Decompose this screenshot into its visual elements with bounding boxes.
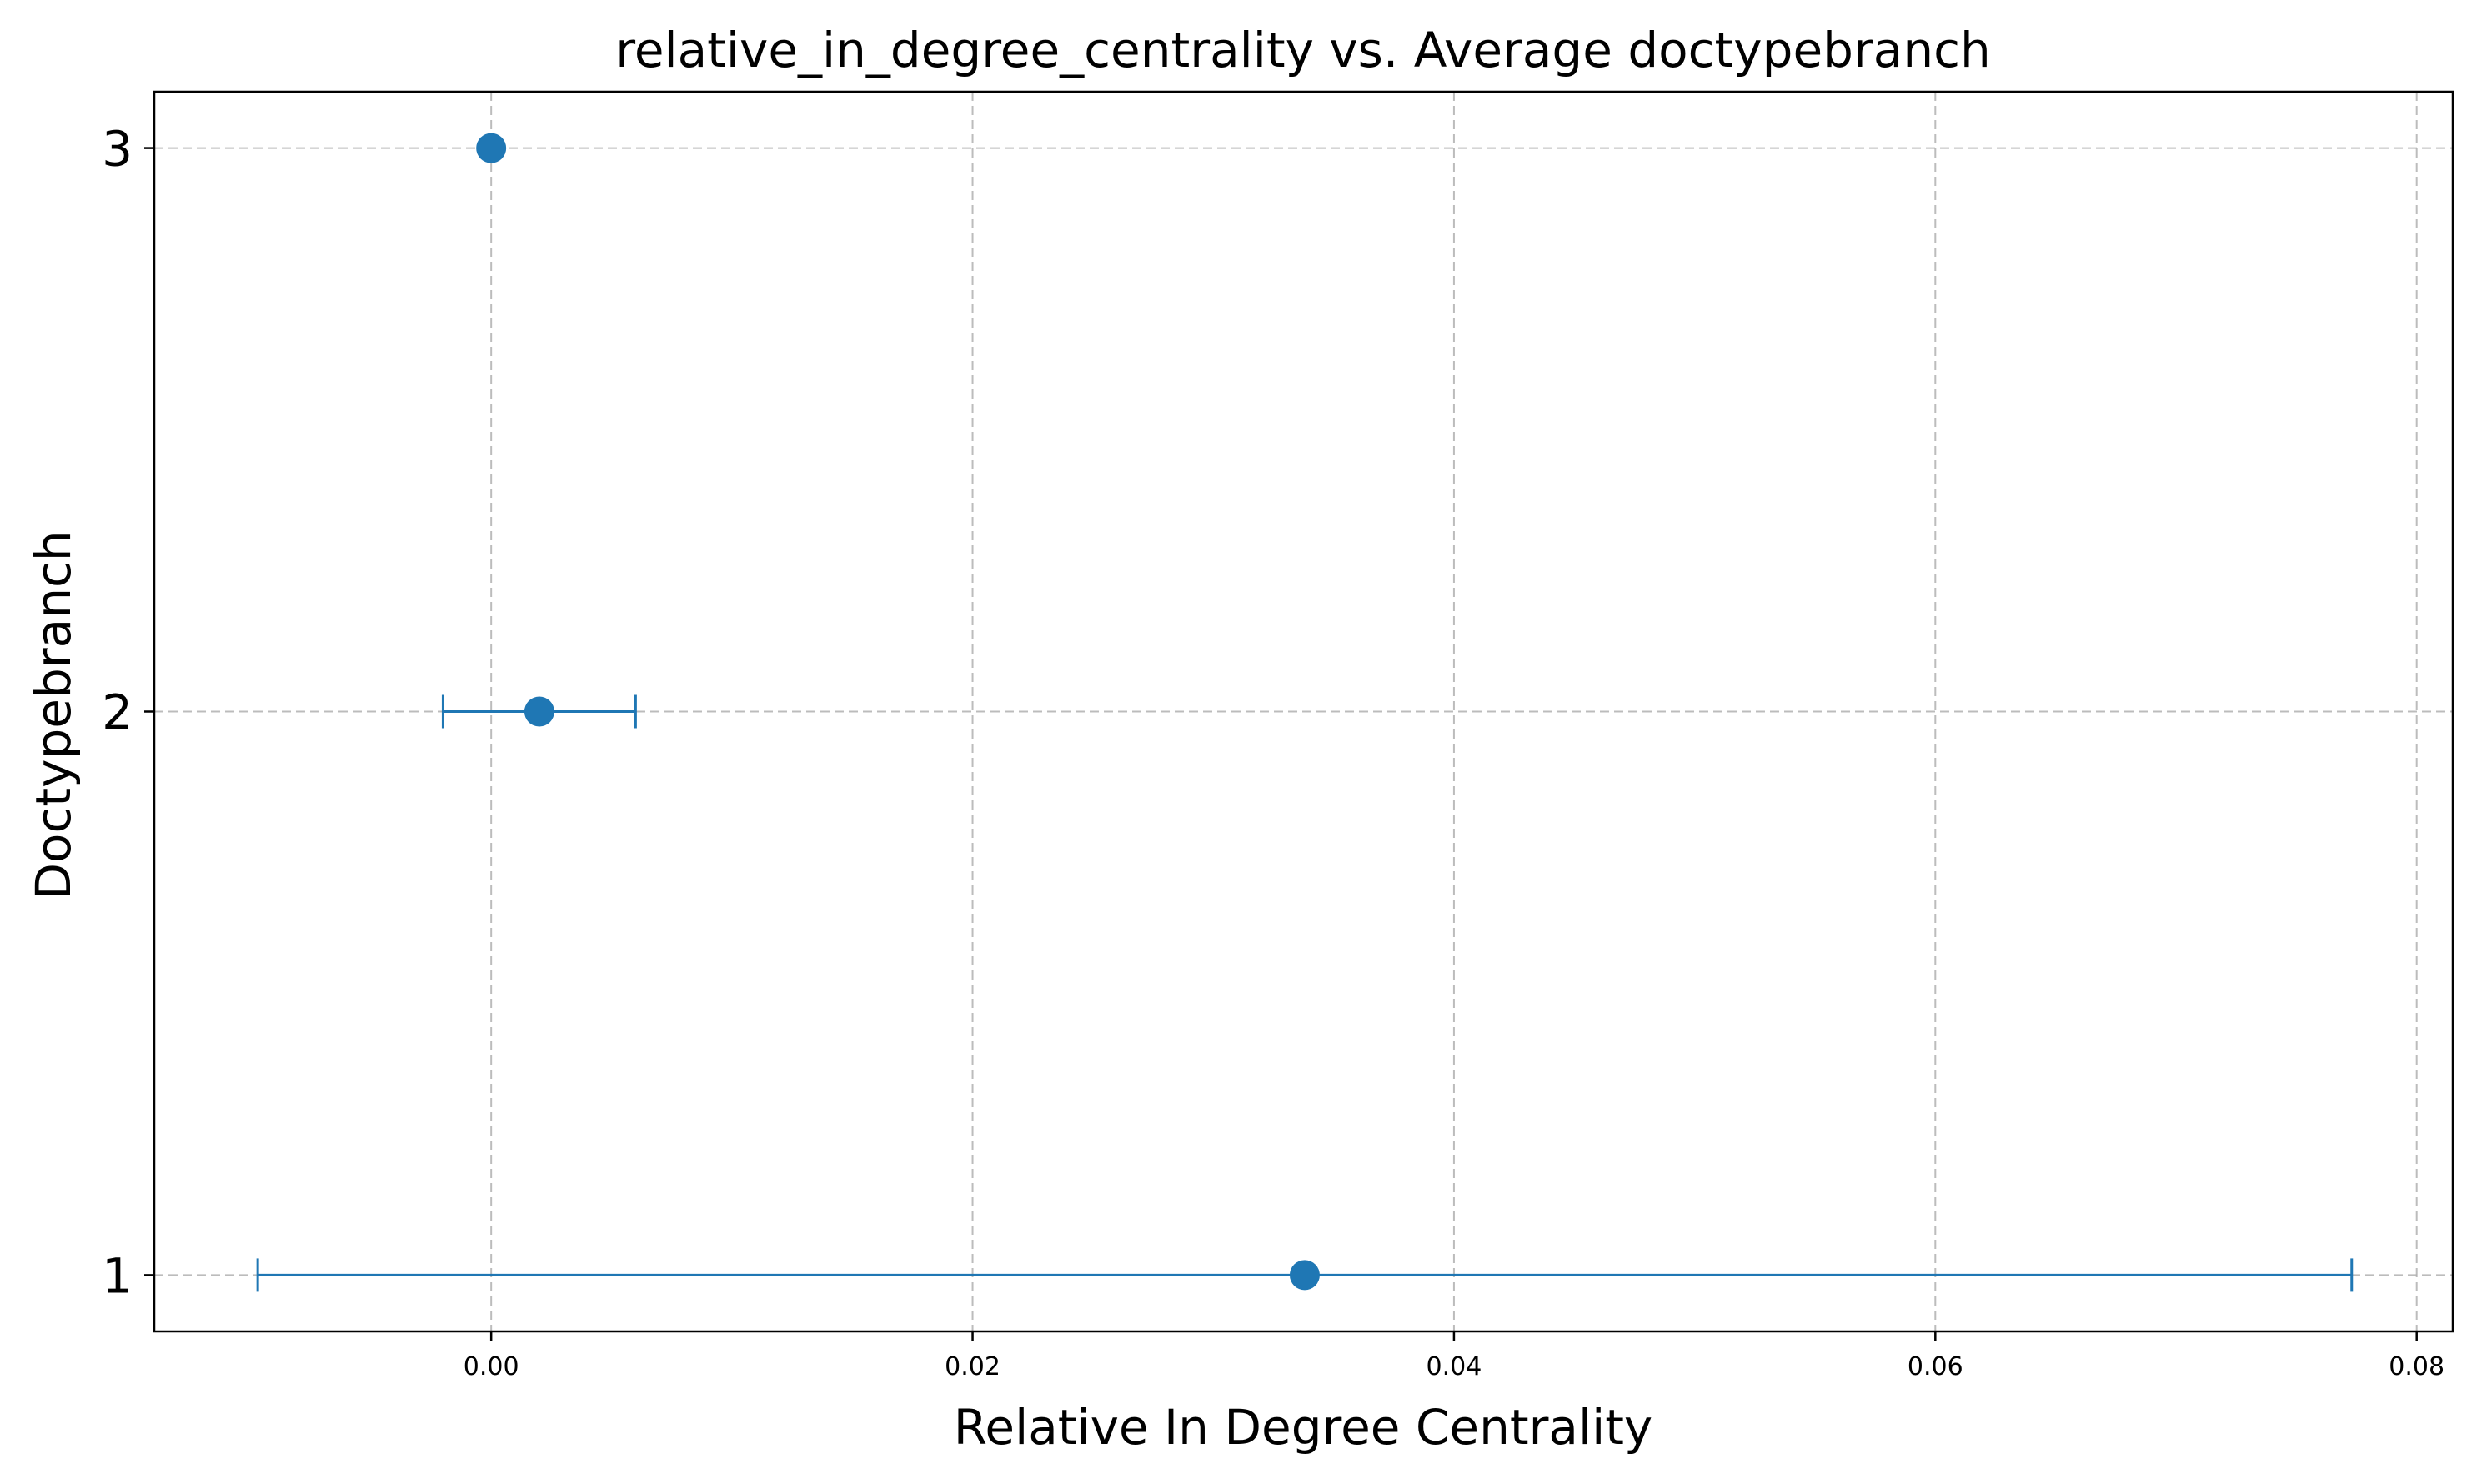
y-axis-label: Doctypebranch [25, 530, 82, 900]
x-axis: 0.00 0.02 0.04 0.06 0.08 [464, 1331, 2444, 1381]
data-point [476, 133, 507, 163]
x-tick-label: 0.00 [464, 1352, 519, 1381]
data-series [256, 133, 2354, 1292]
x-tick-label: 0.04 [1427, 1352, 1482, 1381]
data-point [524, 696, 554, 727]
data-point [1289, 1260, 1320, 1291]
x-tick-label: 0.08 [2389, 1352, 2444, 1381]
chart-title: relative_in_degree_centrality vs. Averag… [615, 22, 1991, 78]
x-tick-label: 0.02 [945, 1352, 1000, 1381]
x-tick-label: 0.06 [1908, 1352, 1963, 1381]
y-tick-label: 3 [102, 121, 133, 178]
x-axis-label: Relative In Degree Centrality [954, 1399, 1653, 1456]
y-axis: 1 2 3 [102, 121, 154, 1304]
y-tick-label: 1 [102, 1247, 133, 1304]
y-tick-label: 2 [102, 684, 133, 741]
